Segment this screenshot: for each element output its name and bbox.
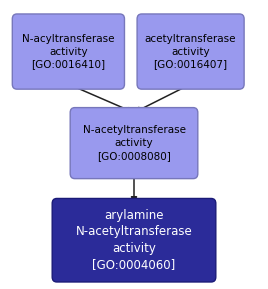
Text: acetyltransferase
activity
[GO:0016407]: acetyltransferase activity [GO:0016407] — [145, 34, 236, 69]
FancyBboxPatch shape — [137, 14, 244, 89]
Text: N-acetyltransferase
activity
[GO:0008080]: N-acetyltransferase activity [GO:0008080… — [83, 125, 185, 161]
Text: arylamine
N-acetyltransferase
activity
[GO:0004060]: arylamine N-acetyltransferase activity [… — [76, 209, 192, 271]
FancyBboxPatch shape — [70, 108, 198, 179]
FancyBboxPatch shape — [12, 14, 124, 89]
Text: N-acyltransferase
activity
[GO:0016410]: N-acyltransferase activity [GO:0016410] — [22, 34, 115, 69]
FancyBboxPatch shape — [52, 199, 216, 282]
